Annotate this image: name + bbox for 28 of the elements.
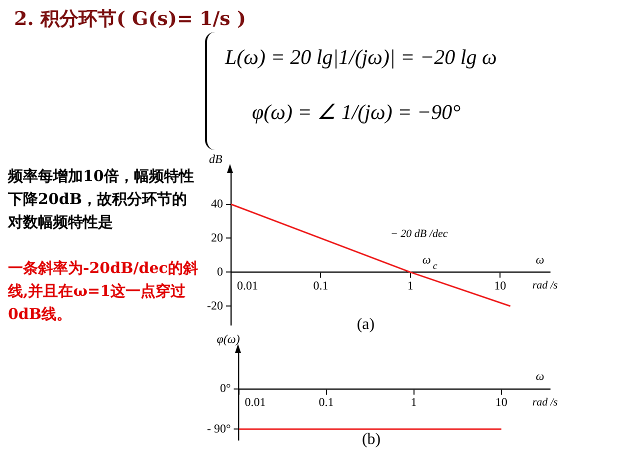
text: 频率每增加10倍，幅频特性下降20dB，故积分环节的对数幅频特性是 — [8, 166, 195, 233]
y-axis-title: dB — [208, 152, 223, 166]
x-tick-label: 1 — [410, 395, 417, 410]
x-tick-label: 1 — [407, 278, 414, 292]
x-axis-title: ω — [536, 252, 544, 266]
x-tick-label: 0.1 — [318, 395, 334, 410]
x-tick-label: 0.01 — [236, 278, 258, 292]
y-tick-label: 40 — [210, 196, 223, 210]
y-tick-label: -20 — [206, 298, 223, 312]
x-axis-title: ω — [536, 369, 544, 384]
y-tick-label: 20 — [210, 230, 223, 244]
y-tick-label: - 90° — [207, 421, 231, 436]
annotation: (b) — [362, 431, 381, 448]
y-axis-title: φ(ω) — [216, 332, 240, 346]
text: L(ω) = 20 lg|1/(jω)| = −20 lg ω — [225, 45, 497, 70]
y-tick-label: 0° — [220, 381, 231, 396]
y-tick-label: 0 — [216, 264, 223, 278]
text: φ(ω) = ∠ 1/(jω) = −90° — [252, 100, 461, 125]
annotation: (a) — [356, 316, 375, 334]
x-tick-label: 10 — [495, 395, 508, 410]
x-tick-label: 0.01 — [244, 395, 266, 410]
annotation: rad /s — [532, 280, 558, 292]
text: 一条斜率为-20dB/dec的斜线,并且在ω=1这一点穿过0dB线。 — [8, 258, 198, 325]
annotation: − 20 dB /dec — [390, 228, 448, 240]
text: 2. 积分环节( G(s)= 1/s ) — [14, 7, 246, 32]
x-tick-label: 10 — [494, 278, 506, 292]
annotation: rad /s — [532, 396, 558, 408]
x-tick-label: 0.1 — [313, 278, 328, 292]
